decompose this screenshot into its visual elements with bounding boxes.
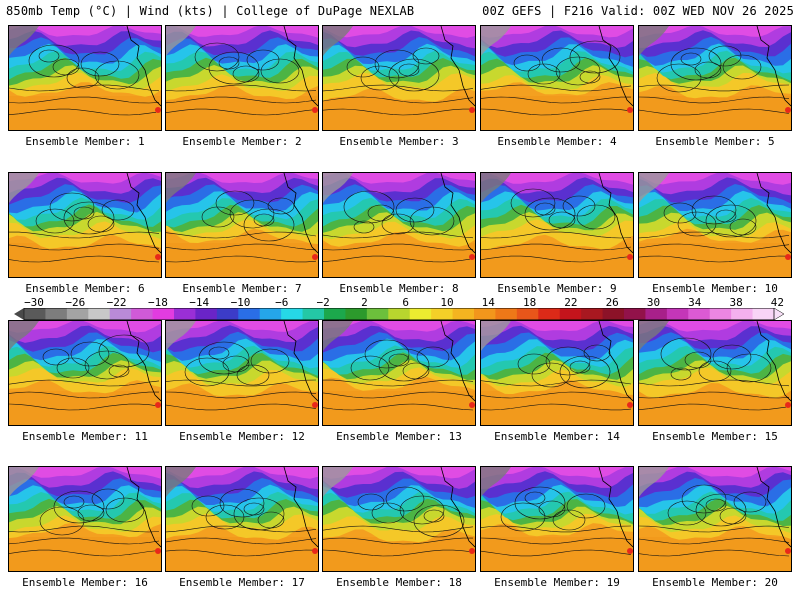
ensemble-member-label: Ensemble Member: 8	[339, 282, 459, 295]
ensemble-member-label: Ensemble Member: 2	[182, 135, 302, 148]
colorbar-tick-label: −22	[106, 296, 127, 309]
colorbar-tick-label: 30	[646, 296, 661, 309]
ensemble-member-label: Ensemble Member: 7	[182, 282, 302, 295]
colorbar-segment	[581, 308, 604, 320]
ensemble-member-label: Ensemble Member: 1	[25, 135, 145, 148]
colorbar-segment	[731, 308, 754, 320]
ensemble-member-label: Ensemble Member: 17	[179, 576, 305, 589]
colorbar-segment	[324, 308, 346, 320]
ensemble-member-map	[165, 320, 319, 426]
ensemble-member-label: Ensemble Member: 6	[25, 282, 145, 295]
ensemble-member-label: Ensemble Member: 5	[655, 135, 775, 148]
colorbar-segment	[388, 308, 411, 320]
ensemble-member-label: Ensemble Member: 15	[652, 430, 778, 443]
colorbar-segment	[238, 308, 261, 320]
colorbar-tick-label: −18	[147, 296, 168, 309]
ensemble-member-label: Ensemble Member: 14	[494, 430, 620, 443]
colorbar-tick-label: 22	[564, 296, 578, 309]
colorbar-tick-label: −2	[316, 296, 330, 309]
colorbar-segment	[152, 308, 175, 320]
colorbar-tick-label: 2	[361, 296, 368, 309]
ensemble-member-label: Ensemble Member: 18	[336, 576, 462, 589]
colorbar-segment	[688, 308, 711, 320]
ensemble-member-map	[165, 466, 319, 572]
colorbar-segment	[281, 308, 304, 320]
colorbar-segment	[645, 308, 668, 320]
colorbar-tick-label: −30	[24, 296, 44, 309]
colorbar-segment	[431, 308, 454, 320]
colorbar-segment	[45, 308, 68, 320]
ensemble-member-label: Ensemble Member: 10	[652, 282, 778, 295]
ensemble-member-label: Ensemble Member: 16	[22, 576, 148, 589]
colorbar-segment	[302, 308, 325, 320]
ensemble-member-label: Ensemble Member: 11	[22, 430, 148, 443]
colorbar-segment	[195, 308, 218, 320]
ensemble-member-map	[480, 172, 634, 278]
colorbar-tick-label: 42	[770, 296, 785, 309]
colorbar-segment	[174, 308, 196, 320]
colorbar-tick-label: 38	[729, 296, 743, 309]
ensemble-member-map	[480, 320, 634, 426]
ensemble-member-map	[322, 466, 476, 572]
header-run-info: 00Z GEFS | F216 Valid: 00Z WED NOV 26 20…	[482, 4, 794, 18]
ensemble-member-map	[8, 466, 162, 572]
ensemble-member-map	[322, 172, 476, 278]
ensemble-member-label: Ensemble Member: 12	[179, 430, 305, 443]
ensemble-member-map	[8, 25, 162, 131]
ensemble-member-map	[322, 25, 476, 131]
colorbar-segment	[409, 308, 432, 320]
colorbar-tick-label: −6	[275, 296, 289, 309]
ensemble-member-label: Ensemble Member: 9	[497, 282, 617, 295]
colorbar-segment	[602, 308, 625, 320]
ensemble-member-label: Ensemble Member: 19	[494, 576, 620, 589]
colorbar-segment	[259, 308, 282, 320]
colorbar-tick-label: −14	[189, 296, 210, 309]
ensemble-member-map	[165, 25, 319, 131]
colorbar-tick-label: 34	[688, 296, 702, 309]
colorbar-segment	[516, 308, 539, 320]
colorbar-segment	[624, 308, 646, 320]
colorbar-tick-label: 14	[481, 296, 495, 309]
colorbar-segment	[452, 308, 475, 320]
colorbar-segment	[88, 308, 111, 320]
colorbar-min-arrow	[14, 308, 24, 320]
colorbar-tick-label: −26	[65, 296, 86, 309]
colorbar-tick-label: −10	[230, 296, 251, 309]
colorbar-segment	[66, 308, 89, 320]
ensemble-member-map	[638, 320, 792, 426]
temperature-colorbar	[14, 308, 784, 320]
colorbar-segment	[474, 308, 496, 320]
ensemble-member-map	[165, 172, 319, 278]
colorbar-segment	[216, 308, 239, 320]
ensemble-member-map	[480, 466, 634, 572]
ensemble-member-label: Ensemble Member: 3	[339, 135, 459, 148]
ensemble-member-map	[8, 172, 162, 278]
colorbar-segment	[752, 308, 775, 320]
ensemble-member-map	[638, 466, 792, 572]
header-title: 850mb Temp (°C) | Wind (kts) | College o…	[6, 4, 415, 18]
ensemble-member-label: Ensemble Member: 13	[336, 430, 462, 443]
ensemble-member-map	[480, 25, 634, 131]
ensemble-member-map	[322, 320, 476, 426]
colorbar-tick-label: 6	[402, 296, 409, 309]
colorbar-segment	[538, 308, 561, 320]
colorbar-segment	[366, 308, 389, 320]
colorbar-tick-label: 10	[440, 296, 454, 309]
colorbar-segment	[495, 308, 518, 320]
ensemble-member-map	[638, 25, 792, 131]
colorbar-segment	[666, 308, 689, 320]
ensemble-member-label: Ensemble Member: 20	[652, 576, 778, 589]
colorbar-tick-label: 26	[605, 296, 619, 309]
ensemble-member-label: Ensemble Member: 4	[497, 135, 617, 148]
colorbar-segment	[559, 308, 582, 320]
colorbar-tick-label: 18	[522, 296, 537, 309]
ensemble-member-map	[8, 320, 162, 426]
colorbar-segment	[24, 308, 46, 320]
colorbar-max-arrow	[773, 308, 784, 320]
colorbar-segment	[109, 308, 132, 320]
colorbar-segment	[345, 308, 368, 320]
ensemble-member-map	[638, 172, 792, 278]
colorbar-segment	[709, 308, 732, 320]
colorbar-segment	[131, 308, 154, 320]
